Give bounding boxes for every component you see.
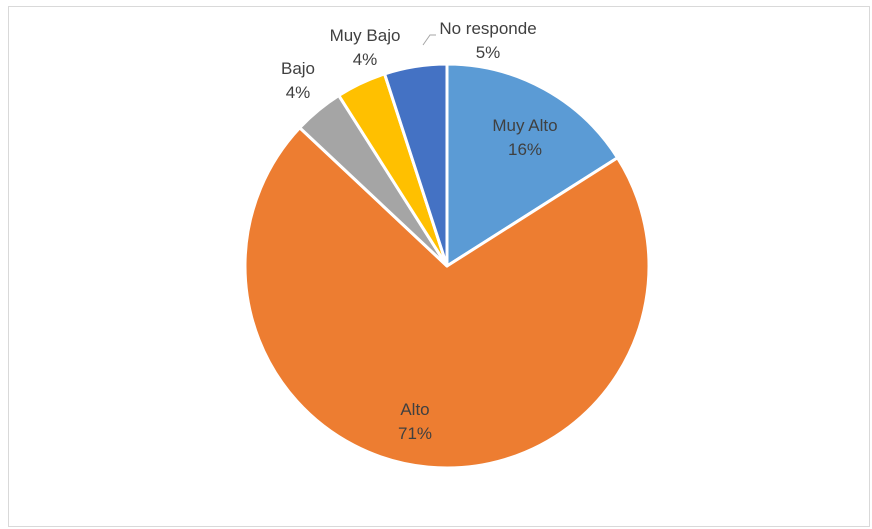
slice-percent-label: 5% <box>476 43 501 62</box>
slice-label-no-responde: No responde 5% <box>439 19 536 62</box>
pie-slice-no-responde <box>383 62 449 268</box>
slice-percent-label: 4% <box>286 83 311 102</box>
slice-category-label: Alto <box>400 400 429 419</box>
slice-percent-label: 4% <box>353 50 378 69</box>
slice-label-muy-alto: Muy Alto 16% <box>492 116 557 159</box>
slice-labels: Muy Alto 16% Alto 71% Bajo 4% Muy Bajo 4% No res… <box>281 19 558 443</box>
slice-category-label: Muy Bajo <box>330 26 401 45</box>
pie-slice-muy-alto <box>445 62 620 268</box>
slice-category-label: Bajo <box>281 59 315 78</box>
leader-lines <box>422 34 436 46</box>
slice-percent-label: 71% <box>398 424 432 443</box>
slice-label-muy-bajo: Muy Bajo 4% <box>330 26 401 69</box>
leader-line <box>422 34 436 46</box>
pie-slices <box>243 62 651 470</box>
slice-label-bajo: Bajo 4% <box>281 59 315 102</box>
pie-slice-alto <box>243 126 651 470</box>
slice-label-alto: Alto 71% <box>398 400 432 443</box>
slice-category-label: Muy Alto <box>492 116 557 135</box>
slice-percent-label: 16% <box>508 140 542 159</box>
slice-category-label: No responde <box>439 19 536 38</box>
